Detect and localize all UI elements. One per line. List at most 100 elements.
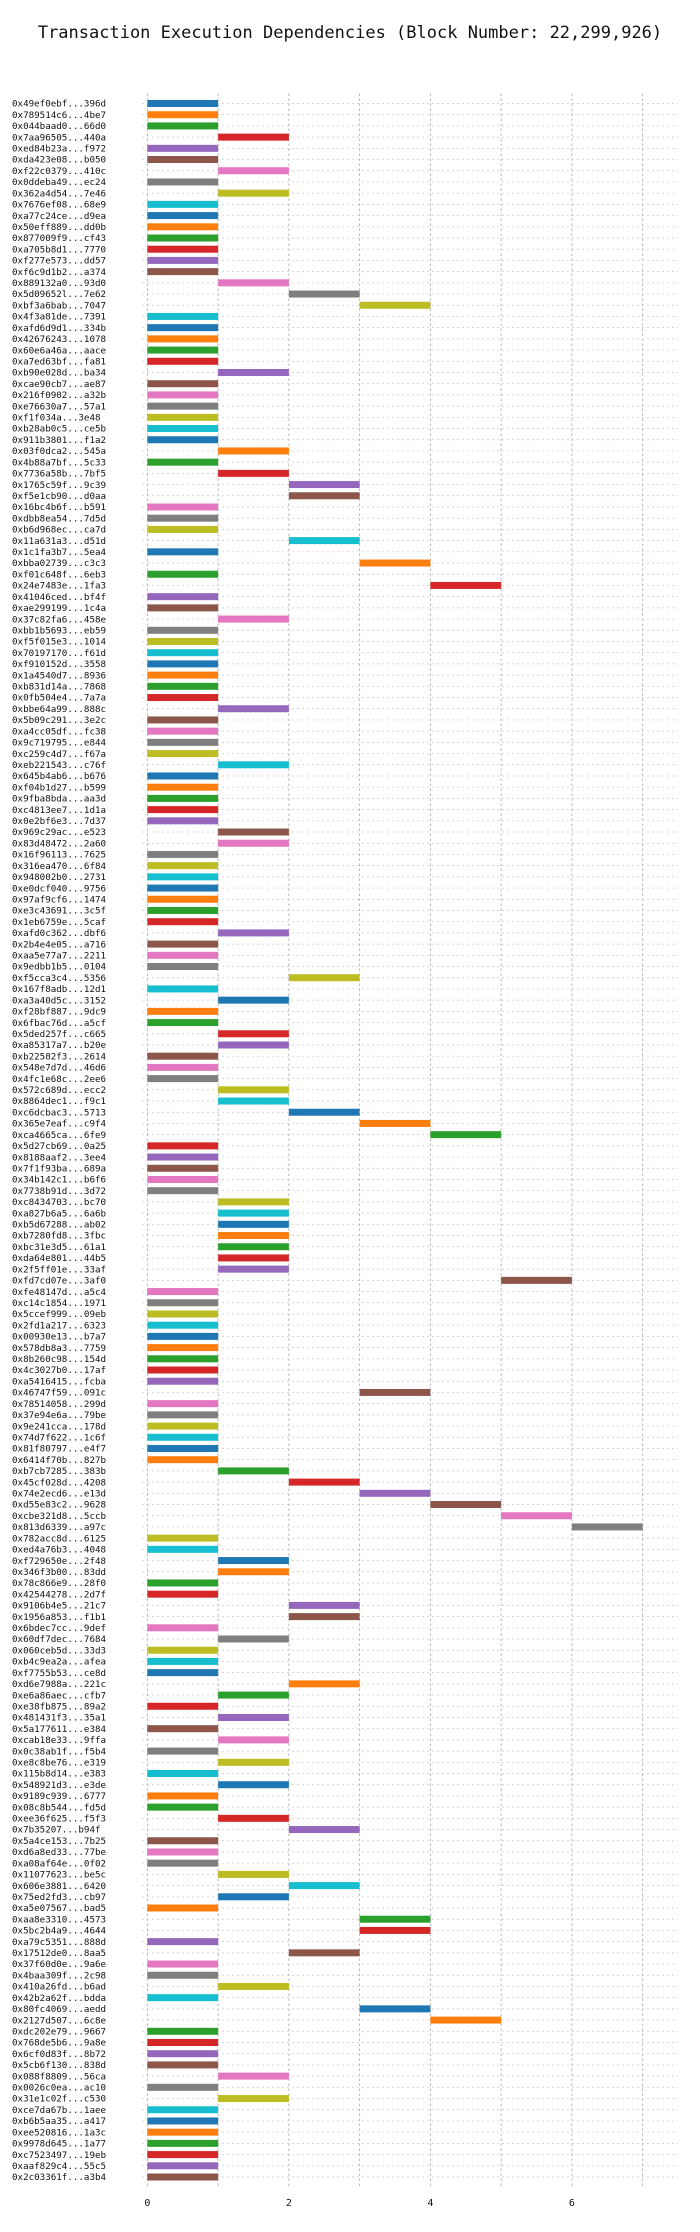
transaction-label: 0xf7755b53...ce8d — [12, 1668, 106, 1679]
transaction-label: 0x81f80797...e4f7 — [12, 1444, 106, 1455]
transaction-bar — [147, 694, 219, 702]
transaction-label: 0xf1f034a...3e48 — [12, 413, 101, 424]
transaction-label: 0x316ea470...6f84 — [12, 861, 107, 872]
transaction-bar — [218, 1243, 289, 1251]
transaction-bar — [359, 301, 431, 309]
transaction-bar — [147, 1400, 219, 1408]
transaction-bar — [218, 1736, 289, 1744]
transaction-bar — [147, 1725, 219, 1733]
transaction-bar — [218, 2072, 289, 2080]
x-tick-labels: 0 2 4 6 — [144, 2198, 575, 2209]
transaction-bar — [147, 1545, 219, 1553]
bars — [147, 100, 643, 2181]
transaction-label: 0xed84b23a...f972 — [12, 144, 106, 155]
transaction-label: 0xa705b8d1...7770 — [12, 244, 106, 255]
transaction-bar — [147, 391, 219, 399]
transaction-bar — [147, 1019, 219, 1027]
transaction-label: 0xe76630a7...57a1 — [12, 401, 106, 412]
transaction-bar — [147, 525, 219, 533]
transaction-bar — [147, 626, 219, 634]
transaction-bar — [218, 1232, 289, 1240]
transaction-label: 0x6cf0d83f...8b72 — [12, 2049, 106, 2060]
transaction-label: 0xc4813ee7...1d1a — [12, 805, 106, 816]
transaction-bar — [288, 481, 360, 489]
transaction-label: 0x1765c59f...9c39 — [12, 480, 106, 491]
transaction-bar — [147, 1747, 219, 1755]
transaction-bar — [147, 122, 219, 130]
x-tick-label: 2 — [286, 2198, 292, 2209]
transaction-label: 0x969c29ac...e523 — [12, 827, 106, 838]
transaction-bar — [147, 2061, 219, 2069]
transaction-bar — [218, 1041, 289, 1049]
transaction-bar — [288, 492, 360, 500]
transaction-label: 0x1a4540d7...8936 — [12, 670, 106, 681]
transaction-bar — [218, 1086, 289, 1094]
transaction-bar — [147, 750, 219, 758]
x-tick-label: 0 — [144, 2198, 150, 2209]
transaction-bar — [288, 1949, 360, 1957]
transaction-label: 0x83d48472...2a60 — [12, 838, 106, 849]
transaction-bar — [147, 1187, 219, 1195]
transaction-label: 0xaa8e3310...4573 — [12, 1914, 106, 1925]
transaction-label: 0x37f60d0e...9a6e — [12, 1959, 106, 1970]
grid-lines — [142, 93, 678, 2187]
transaction-bar — [147, 940, 219, 948]
transaction-label: 0xe6a86aec...cfb7 — [12, 1690, 106, 1701]
transaction-bar — [501, 1276, 572, 1284]
transaction-label: 0xa79c5351...888d — [12, 1937, 106, 1948]
transaction-label: 0x16bc4b6f...b591 — [12, 502, 106, 513]
transaction-bar — [147, 716, 219, 724]
transaction-label: 0xca4665ca...6fe9 — [12, 1130, 106, 1141]
transaction-label: 0x11077623...be5c — [12, 1870, 106, 1881]
transaction-bar — [147, 1299, 219, 1307]
transaction-bar — [218, 1209, 289, 1217]
transaction-label: 0x877009f9...cf43 — [12, 233, 106, 244]
transaction-bar — [359, 1119, 431, 1127]
transaction-bar — [147, 1669, 219, 1677]
transaction-bar — [288, 1680, 360, 1688]
transaction-bar — [218, 1467, 289, 1475]
transaction-label: 0x0fb504e4...7a7a — [12, 693, 106, 704]
transaction-bar — [147, 1904, 219, 1912]
transaction-label: 0xb6d968ec...ca7d — [12, 525, 106, 536]
transaction-label: 0x80fc4069...aedd — [12, 2004, 106, 2015]
transaction-label: 0xb6b5aa35...a417 — [12, 2116, 106, 2127]
transaction-bar — [147, 1837, 219, 1845]
transaction-bar — [359, 1388, 431, 1396]
transaction-label: 0x00930e13...b7a7 — [12, 1332, 106, 1343]
transaction-label: 0x5cb6f130...838d — [12, 2060, 106, 2071]
transaction-bar — [147, 1994, 219, 2002]
transaction-label: 0x548921d3...e3de — [12, 1780, 106, 1791]
transaction-bar — [147, 794, 219, 802]
transaction-label: 0x6414f70b...827b — [12, 1455, 106, 1466]
transaction-label: 0x1956a853...f1b1 — [12, 1612, 106, 1623]
transaction-label: 0x2c03361f...a3b4 — [12, 2172, 107, 2183]
transaction-bar — [147, 2106, 219, 2114]
transaction-bar — [147, 1702, 219, 1710]
transaction-bar — [218, 447, 289, 455]
transaction-label: 0xb28ab0c5...ce5b — [12, 424, 106, 435]
transaction-bar — [147, 1288, 219, 1296]
transaction-label: 0x9106b4e5...21c7 — [12, 1601, 106, 1612]
transaction-bar — [218, 1557, 289, 1565]
transaction-label: 0x7738b91d...3d72 — [12, 1186, 106, 1197]
transaction-bar — [218, 1893, 289, 1901]
chart-title: Transaction Execution Dependencies (Bloc… — [38, 23, 662, 43]
transaction-bar — [288, 1601, 360, 1609]
transaction-label: 0xaaf829c4...55c5 — [12, 2161, 106, 2172]
transaction-bar — [147, 593, 219, 601]
transaction-label: 0xa5416415...fcba — [12, 1376, 106, 1387]
transaction-label: 0x5bc2b4a9...4644 — [12, 1926, 107, 1937]
transaction-label: 0x5b09c291...3e2c — [12, 715, 106, 726]
transaction-label: 0x2b4e4e05...a716 — [12, 939, 106, 950]
transaction-label: 0x813d6339...a97c — [12, 1522, 106, 1533]
transaction-label: 0x5a4ce153...7b25 — [12, 1836, 106, 1847]
transaction-bar — [147, 1657, 219, 1665]
transaction-bar — [147, 570, 219, 578]
transaction-label: 0x6bdec7cc...9def — [12, 1623, 106, 1634]
transaction-bar — [147, 1456, 219, 1464]
transaction-label: 0x044baad0...66d0 — [12, 121, 106, 132]
transaction-bar — [147, 514, 219, 522]
transaction-label: 0xa77c24ce...d9ea — [12, 211, 106, 222]
transaction-label: 0xee36f625...f5f3 — [12, 1814, 106, 1825]
